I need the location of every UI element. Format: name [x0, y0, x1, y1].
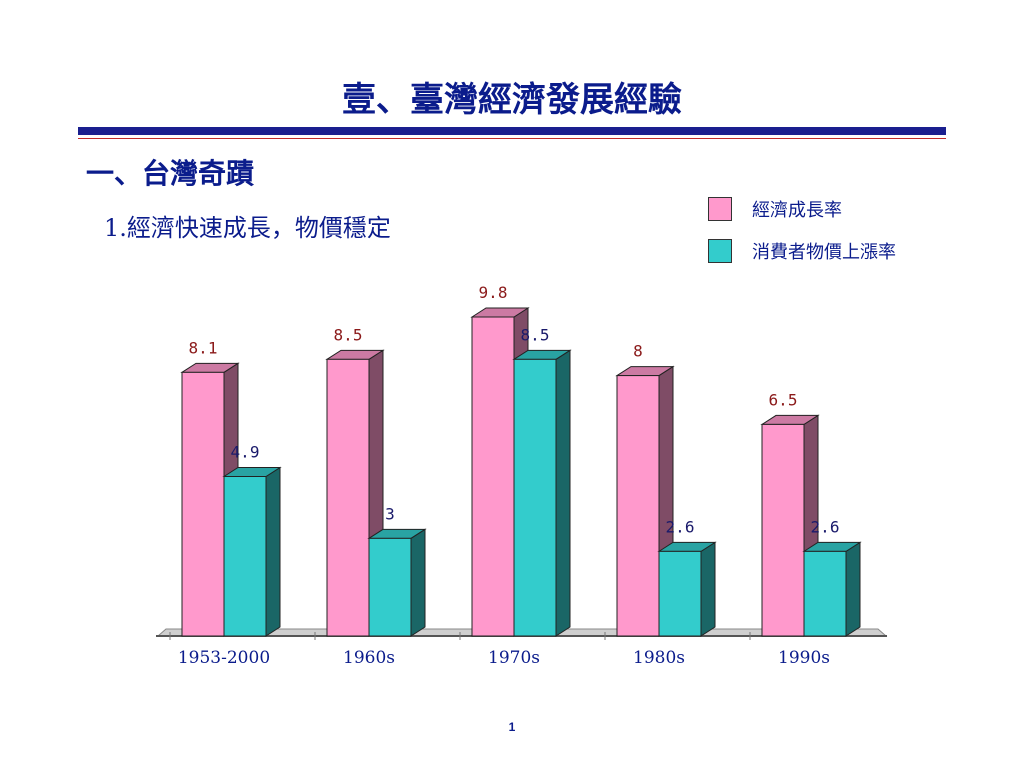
bar-cpi-4 — [803, 550, 847, 637]
data-label-growth-3: 8 — [633, 342, 643, 361]
legend-label-cpi: 消費者物價上漲率 — [752, 242, 896, 263]
data-label-growth-4: 6.5 — [769, 390, 798, 409]
bar-cpi-4-side — [845, 541, 861, 637]
bar-growth-1 — [326, 358, 370, 637]
bar-cpi-0-side — [265, 466, 281, 637]
bar-cpi-0 — [223, 476, 267, 637]
x-tick-label-3: 1980s — [633, 648, 685, 668]
slide-title: 壹、臺灣經濟發展經驗 — [342, 80, 682, 120]
section-heading: 一、台灣奇蹟 — [86, 157, 255, 190]
bar-growth-4 — [761, 423, 805, 637]
title-rule-thick — [78, 127, 946, 135]
data-label-cpi-4: 2.6 — [811, 517, 840, 536]
bar-cpi-3 — [658, 550, 702, 637]
bar-cpi-1-side — [410, 528, 426, 637]
data-label-growth-0: 8.1 — [189, 338, 218, 357]
title-rule-thin — [78, 138, 946, 139]
bar-growth-2 — [471, 316, 515, 637]
bar-growth-3 — [616, 375, 660, 637]
data-label-cpi-0: 4.9 — [231, 443, 260, 462]
data-label-growth-1: 8.5 — [334, 325, 363, 344]
bar-growth-0 — [181, 371, 225, 637]
page-number: 1 — [508, 720, 516, 734]
x-tick-label-0: 1953-2000 — [178, 648, 270, 668]
legend-swatch-cpi — [708, 239, 732, 263]
x-tick-label-2: 1970s — [488, 648, 540, 668]
bar-cpi-2-side — [555, 349, 571, 637]
data-label-cpi-2: 8.5 — [521, 325, 550, 344]
subheading: 1.經濟快速成長，物價穩定 — [104, 214, 391, 242]
data-label-cpi-3: 2.6 — [666, 517, 695, 536]
x-tick-label-1: 1960s — [343, 648, 395, 668]
bar-cpi-3-side — [700, 541, 716, 637]
data-label-growth-2: 9.8 — [479, 283, 508, 302]
legend-swatch-growth — [708, 197, 732, 221]
bar-cpi-1 — [368, 537, 412, 637]
bar-cpi-2 — [513, 358, 557, 637]
x-tick-label-4: 1990s — [778, 648, 830, 668]
data-label-cpi-1: 3 — [385, 504, 395, 523]
legend-item-growth: 經濟成長率 — [708, 196, 842, 222]
legend-item-cpi: 消費者物價上漲率 — [708, 238, 896, 264]
legend-label-growth: 經濟成長率 — [752, 200, 842, 221]
